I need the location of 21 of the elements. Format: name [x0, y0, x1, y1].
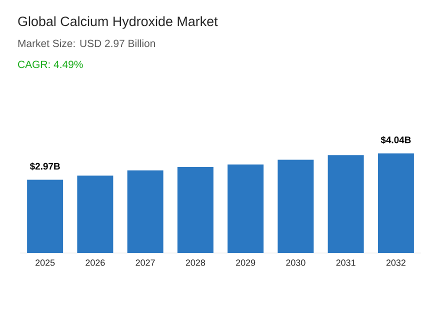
text: CAGR: 4.49% — [18, 60, 83, 68]
x-tick-label: 2027 — [136, 260, 155, 266]
x-tick-label: 2025 — [36, 260, 55, 266]
bar — [378, 153, 414, 253]
x-tick-label: 2028 — [186, 260, 206, 266]
x-tick-label: 2029 — [236, 260, 256, 266]
bar — [27, 180, 64, 253]
x-tick-label: 2032 — [386, 260, 406, 266]
bar — [278, 160, 314, 253]
bar — [328, 155, 364, 253]
data-label: $4.04B — [380, 136, 411, 144]
x-tick-label: 2030 — [286, 260, 306, 266]
data-label: $2.97B — [30, 162, 60, 170]
x-tick-label: 2031 — [336, 260, 356, 266]
chart-title: Global Calcium Hydroxide Market — [18, 16, 218, 29]
bar — [228, 164, 264, 253]
chart-subtitle: Market Size: USD 2.97 Billion — [18, 39, 155, 48]
bar — [127, 170, 164, 253]
bar — [77, 176, 114, 253]
x-tick-label: 2026 — [86, 260, 105, 266]
bar — [177, 166, 214, 253]
